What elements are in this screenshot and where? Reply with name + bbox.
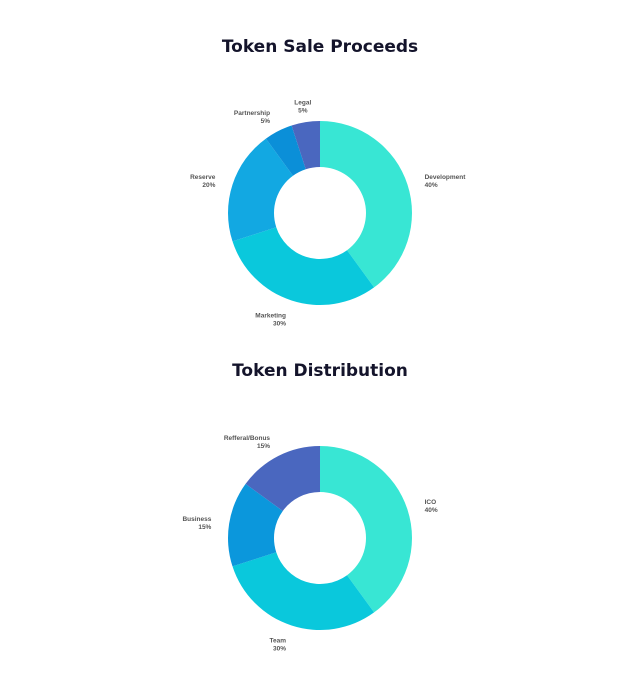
slice-label: Marketing [255, 313, 286, 320]
slice-label: Development [425, 174, 467, 181]
slice-development [320, 121, 413, 288]
slice-value-label: 40% [425, 182, 438, 189]
slice-value-label: 5% [298, 107, 308, 114]
slice-label: Reserve [190, 174, 216, 181]
token-distribution-donut: ICO40%Team30%Business15%Refferal/Bonus15… [182, 435, 438, 653]
slice-ico [320, 446, 413, 613]
slice-value-label: 20% [202, 182, 215, 189]
slice-label: Partnership [234, 110, 270, 117]
slice-legal [291, 121, 320, 170]
chart-title: Token Sale Proceeds [221, 37, 419, 57]
slice-label: ICO [425, 499, 437, 506]
slice-label: Business [182, 516, 211, 523]
slice-value-label: 15% [198, 524, 211, 531]
slice-team [232, 552, 375, 630]
chart-title: Token Distribution [232, 361, 408, 381]
slice-reserve [228, 138, 293, 242]
slice-value-label: 30% [273, 646, 286, 653]
slice-label: Team [270, 638, 287, 645]
slice-label: Legal [294, 99, 311, 106]
slice-refferal-bonus [245, 446, 320, 511]
slice-value-label: 15% [257, 443, 270, 450]
slice-business [228, 483, 283, 567]
slice-label: Refferal/Bonus [224, 435, 271, 442]
slice-marketing [232, 227, 375, 305]
slice-value-label: 5% [261, 118, 271, 125]
slice-value-label: 40% [425, 507, 438, 514]
slice-partnership [265, 125, 306, 176]
slice-value-label: 30% [273, 321, 286, 328]
